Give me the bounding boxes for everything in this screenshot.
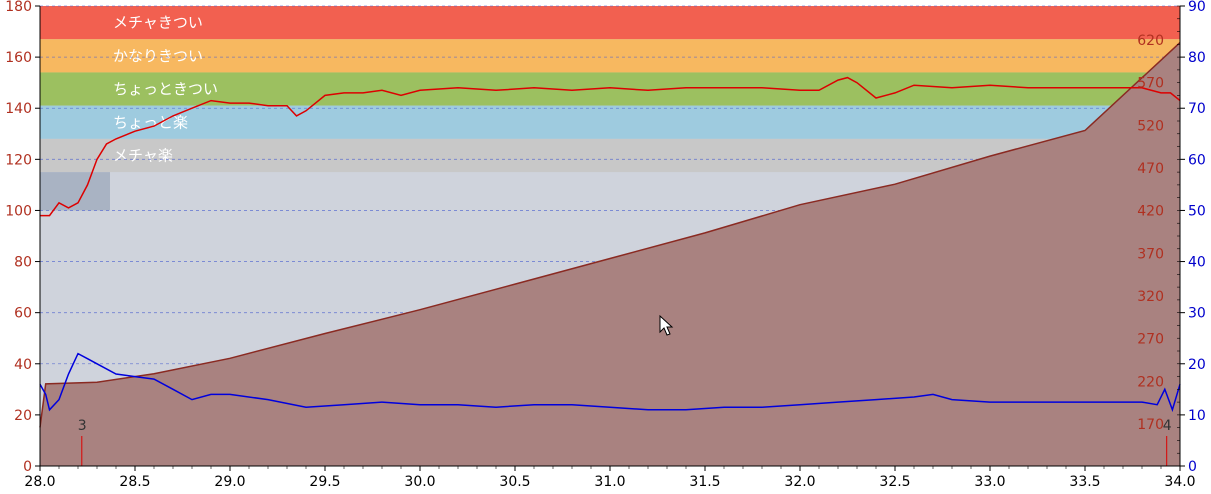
- right-tick-label: 40: [1188, 255, 1206, 271]
- right-tick-label: 90: [1188, 0, 1206, 15]
- inner-tick-label: 570: [1137, 76, 1164, 92]
- x-tick-label: 29.0: [214, 474, 245, 490]
- right-tick-label: 80: [1188, 50, 1206, 66]
- inner-tick-label: 170: [1137, 417, 1164, 433]
- left-tick-label: 120: [5, 152, 32, 168]
- zone-band: [40, 105, 1180, 139]
- series-lines: [39, 76, 1181, 413]
- inner-tick-label: 620: [1137, 33, 1164, 49]
- inner-tick-label: 320: [1137, 289, 1164, 305]
- zone-label: メチャ楽: [113, 147, 173, 165]
- axes: 0 20 40 60 80 100 120 140 160 180 0 10 20 30 40 50 60 70 8…: [5, 0, 1206, 490]
- x-tick-label: 31.5: [689, 474, 720, 490]
- right-tick-label: 10: [1188, 408, 1206, 424]
- zone-label: かなりきつい: [113, 47, 203, 65]
- inner-tick-label: 370: [1137, 246, 1164, 262]
- heart-rate-line: [40, 76, 1181, 217]
- zone-label: ちょっときつい: [113, 80, 218, 98]
- right-tick-label: 0: [1188, 459, 1197, 475]
- x-tick-label: 32.5: [879, 474, 910, 490]
- zone-label: メチャきつい: [113, 14, 203, 32]
- right-tick-label: 60: [1188, 152, 1206, 168]
- x-tick-label: 30.5: [499, 474, 530, 490]
- left-tick-label: 160: [5, 50, 32, 66]
- lap-marker-label: 3: [78, 418, 87, 434]
- mouse-cursor-icon: [659, 314, 674, 336]
- left-tick-label: 80: [14, 255, 32, 271]
- x-tick-label: 28.0: [24, 474, 55, 490]
- right-tick-label: 70: [1188, 101, 1206, 117]
- inner-tick-label: 270: [1137, 332, 1164, 348]
- x-tick-label: 28.5: [119, 474, 150, 490]
- x-tick-label: 33.5: [1069, 474, 1100, 490]
- left-tick-label: 180: [5, 0, 32, 15]
- left-tick-label: 140: [5, 101, 32, 117]
- power-area-fill: [40, 42, 1180, 466]
- left-tick-label: 0: [23, 459, 32, 475]
- zone-band: [40, 6, 1180, 40]
- zone-band: [40, 72, 1180, 106]
- speed-line: [39, 352, 1181, 413]
- left-tick-label: 20: [14, 408, 32, 424]
- inner-tick-label: 470: [1137, 161, 1164, 177]
- left-tick-label: 100: [5, 203, 32, 219]
- x-tick-label: 33.0: [974, 474, 1005, 490]
- zone-band: [40, 39, 1180, 73]
- power-line: [39, 42, 1181, 428]
- power-area: [39, 42, 1181, 466]
- zone-label: ちょっと楽: [113, 113, 188, 131]
- inner-tick-label: 520: [1137, 118, 1164, 134]
- x-tick-label: 34.0: [1164, 474, 1195, 490]
- left-tick-label: 40: [14, 357, 32, 373]
- x-tick-label: 31.0: [594, 474, 625, 490]
- x-tick-label: 32.0: [784, 474, 815, 490]
- lap-marker-label: 4: [1163, 418, 1172, 434]
- right-tick-label: 50: [1188, 203, 1206, 219]
- left-tick-label: 60: [14, 306, 32, 322]
- inner-tick-label: 220: [1137, 374, 1164, 390]
- inner-tick-label: 420: [1137, 204, 1164, 220]
- x-tick-label: 29.5: [309, 474, 340, 490]
- right-tick-label: 30: [1188, 306, 1206, 322]
- x-tick-label: 30.0: [404, 474, 435, 490]
- right-tick-label: 20: [1188, 357, 1206, 373]
